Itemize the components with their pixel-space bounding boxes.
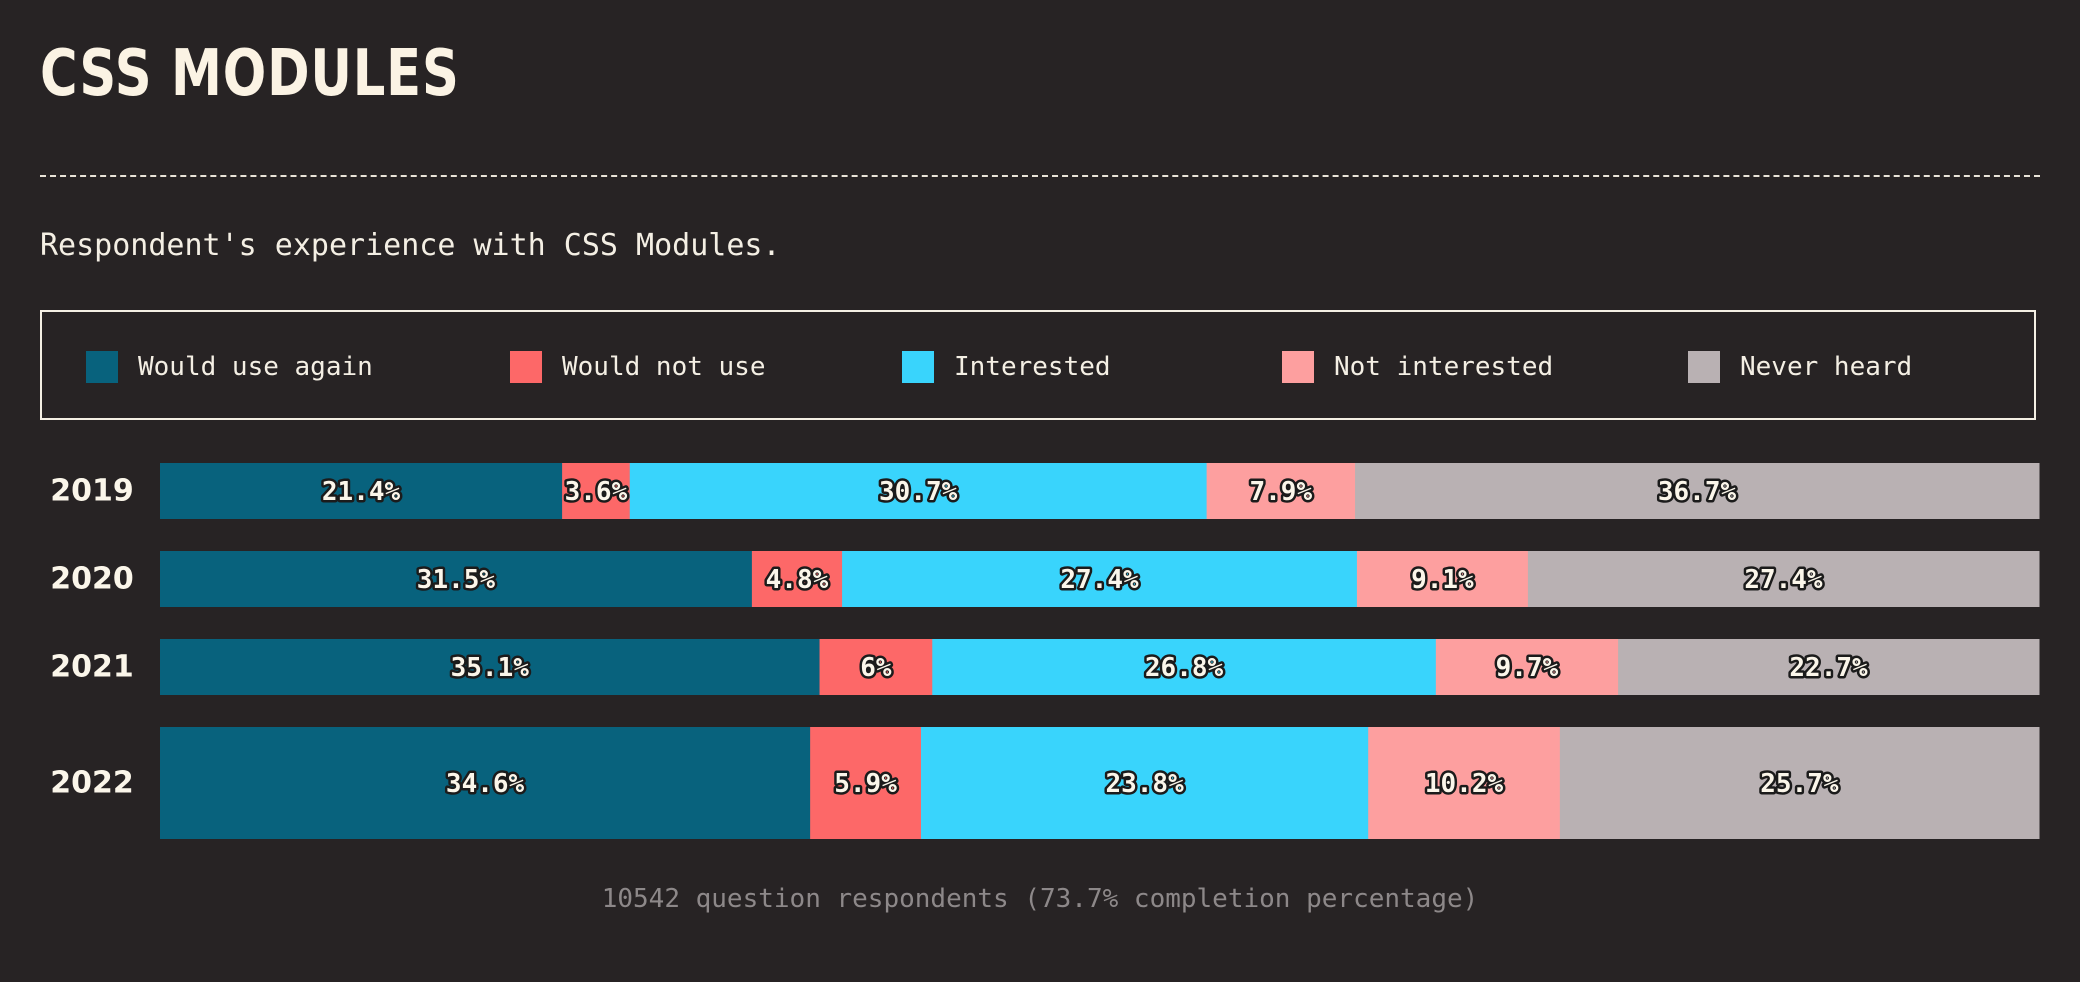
bar-row-2019: 2019 21.4% 3.6% 30.7% 7.9% 36.7% (50, 463, 2040, 519)
bar-segment[interactable] (842, 551, 1358, 607)
year-label: 2022 (50, 766, 134, 801)
data-label: 26.8% (1145, 653, 1224, 683)
data-label: 30.7% (879, 477, 958, 507)
data-label: 27.4% (1744, 565, 1823, 595)
bar-segment[interactable] (1206, 463, 1356, 519)
legend-item-would-use-again[interactable]: Would use again (86, 351, 373, 383)
respondents-note: 10542 question respondents (73.7% comple… (601, 884, 1479, 914)
bar-segment[interactable] (819, 639, 933, 695)
legend-item-never-heard[interactable]: Never heard (1688, 351, 1912, 383)
bar-row-2020: 2020 31.5% 4.8% 27.4% 9.1% 27.4% (50, 551, 2040, 607)
data-label: 35.1% (451, 653, 530, 683)
bar-segment[interactable] (751, 551, 843, 607)
legend-item-not-interested[interactable]: Not interested (1282, 351, 1553, 383)
legend-item-would-not-use[interactable]: Would not use (510, 351, 766, 383)
data-label: 34.6% (446, 769, 525, 799)
data-label: 9.1% (1411, 565, 1474, 595)
legend-swatch-interested (902, 351, 934, 383)
data-label: 22.7% (1789, 653, 1868, 683)
bar-row-2021: 2021 35.1% 6% 26.8% 9.7% 22.7% (50, 639, 2040, 695)
legend-swatch-not-interested (1282, 351, 1314, 383)
page-title: CSS MODULES (40, 37, 460, 111)
bar-segment[interactable] (1355, 463, 2040, 519)
data-label: 23.8% (1105, 769, 1184, 799)
bar-segment[interactable] (160, 463, 563, 519)
data-label: 7.9% (1250, 477, 1313, 507)
data-label: 36.7% (1658, 477, 1737, 507)
bar-segment[interactable] (1356, 551, 1529, 607)
bar-segment[interactable] (1559, 727, 2040, 839)
bar-segment[interactable] (810, 727, 922, 839)
legend-swatch-would-use-again (86, 351, 118, 383)
data-label: 6% (860, 653, 892, 683)
data-label: 10.2% (1425, 769, 1504, 799)
data-label: 4.8% (766, 565, 829, 595)
bar-segment[interactable] (160, 727, 811, 839)
title-divider (40, 175, 2040, 177)
bar-row-2022: 2022 34.6% 5.9% 23.8% 10.2% 25.7% (50, 727, 2040, 839)
bar-segment[interactable] (562, 463, 631, 519)
bar-segment[interactable] (1618, 639, 2040, 695)
bar-segment[interactable] (920, 727, 1369, 839)
legend-swatch-would-not-use (510, 351, 542, 383)
legend-label-interested: Interested (954, 352, 1111, 382)
legend-label-would-use-again: Would use again (138, 352, 373, 382)
chart-description: Respondent's experience with CSS Modules… (40, 228, 781, 263)
data-label: 3.6% (565, 477, 628, 507)
data-label: 25.7% (1760, 769, 1839, 799)
bar-segment[interactable] (932, 639, 1437, 695)
legend-label-would-not-use: Would not use (562, 352, 766, 382)
data-label: 31.5% (417, 565, 496, 595)
bar-segment[interactable] (1435, 639, 1619, 695)
bar-segment[interactable] (160, 551, 753, 607)
legend-item-interested[interactable]: Interested (902, 351, 1111, 383)
data-label: 21.4% (322, 477, 401, 507)
data-label: 27.4% (1060, 565, 1139, 595)
bar-segment[interactable] (629, 463, 1208, 519)
year-label: 2019 (50, 474, 134, 509)
year-label: 2021 (50, 650, 134, 685)
data-label: 9.7% (1496, 653, 1559, 683)
legend-swatch-never-heard (1688, 351, 1720, 383)
legend-label-never-heard: Never heard (1740, 352, 1913, 382)
data-label: 5.9% (834, 769, 897, 799)
bar-segment[interactable] (1368, 727, 1561, 839)
legend-label-not-interested: Not interested (1334, 352, 1554, 382)
bar-segment[interactable] (1527, 551, 2040, 607)
year-label: 2020 (50, 562, 134, 597)
bar-segment[interactable] (160, 639, 821, 695)
chart-legend: Would use again Would not use Interested… (40, 310, 2036, 420)
